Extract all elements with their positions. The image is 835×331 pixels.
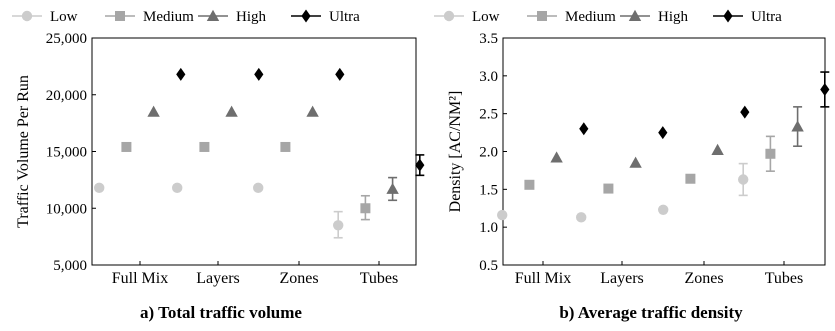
data-point-medium-tubes [360, 203, 371, 214]
x-tick-label: Tubes [360, 270, 399, 287]
data-point-low-layers [172, 182, 183, 194]
y-tick-label: 1.5 [479, 182, 498, 198]
legend-marker-diamond [723, 9, 733, 23]
legend-label: High [236, 9, 267, 25]
legend-marker-triangle [206, 9, 220, 21]
x-tick-label: Full Mix [112, 270, 168, 287]
data-point-ultra-tubes [415, 158, 425, 172]
data-point-high-full-mix [147, 105, 160, 117]
data-point-medium-layers [199, 141, 210, 152]
legend-label: Medium [565, 9, 616, 25]
y-tick-label: 5,000 [53, 258, 87, 274]
data-point-high-zones [306, 105, 319, 117]
x-tick-label: Zones [684, 270, 723, 287]
legend-label: Ultra [329, 9, 360, 25]
data-point-high-full-mix [550, 151, 563, 163]
panel-total-traffic-volume: 5,000 10,000 15,000 20,000 25,000 Full Mix Lay… [12, 9, 425, 322]
data-point-medium-zones [280, 141, 291, 152]
data-point-ultra-tubes [820, 82, 830, 96]
y-tick-label: 10,000 [46, 201, 87, 217]
legend-label: Low [50, 9, 78, 25]
legend-label: Low [472, 9, 500, 25]
data-point-ultra-zones [335, 67, 345, 81]
data-point-medium-full-mix [121, 141, 132, 152]
data-point-low-zones [658, 204, 669, 215]
legend-label: Ultra [751, 9, 782, 25]
x-tick-label: Zones [279, 270, 318, 287]
y-tick-label: 2.5 [479, 107, 498, 123]
panel-average-traffic-density: 0.5 1.0 1.5 2.0 2.5 3.0 3.5 Full Mix Layers Zones… [434, 9, 830, 322]
legend-marker-diamond [301, 9, 311, 23]
data-point-medium-zones [685, 173, 696, 184]
data-point-high-tubes [791, 120, 804, 132]
y-tick-label: 20,000 [46, 88, 87, 104]
legend-marker-circle [443, 10, 455, 22]
data-point-high-layers [629, 156, 642, 168]
data-point-high-tubes [386, 182, 399, 194]
y-axis-label: Density [AC/NM²] [447, 91, 464, 213]
legend-marker-circle [21, 10, 33, 22]
data-point-ultra-layers [254, 67, 264, 81]
data-point-medium-tubes [765, 148, 776, 159]
x-tick-label: Full Mix [515, 270, 571, 287]
y-tick-label: 0.5 [479, 258, 498, 274]
data-point-low-layers [576, 212, 587, 223]
y-axis-label: Traffic Volume Per Run [15, 75, 32, 228]
data-point-ultra-zones [740, 105, 750, 119]
y-tick-label: 25,000 [46, 31, 87, 47]
legend-label: High [658, 9, 689, 25]
x-tick-label: Tubes [765, 270, 804, 287]
x-tick-label: Layers [196, 270, 240, 287]
plot-frame [502, 37, 826, 266]
data-point-low-zones [253, 182, 264, 194]
data-point-low-tubes [738, 174, 749, 185]
data-point-high-zones [711, 143, 724, 155]
legend-label: Medium [143, 9, 194, 25]
y-tick-label: 15,000 [46, 145, 87, 161]
legend-marker-square [115, 11, 125, 21]
y-tick-label: 2.0 [479, 145, 498, 161]
x-tick-label: Layers [600, 270, 644, 287]
data-point-high-layers [225, 105, 238, 117]
data-point-ultra-layers [658, 126, 668, 140]
y-tick-label: 3.5 [479, 31, 498, 47]
panel-caption: b) Average traffic density [559, 303, 743, 322]
data-point-medium-layers [603, 183, 614, 194]
data-point-ultra-full-mix [176, 67, 186, 81]
data-point-low-full-mix [94, 182, 105, 194]
data-point-low-tubes [333, 220, 344, 231]
legend-marker-triangle [628, 9, 642, 21]
data-point-low-full-mix [497, 209, 508, 221]
y-tick-label: 3.0 [479, 69, 498, 85]
data-point-ultra-full-mix [579, 122, 589, 136]
plot-frame [91, 37, 417, 266]
data-point-medium-full-mix [524, 179, 535, 190]
y-tick-label: 1.0 [479, 220, 498, 236]
legend-marker-square [537, 11, 547, 21]
panel-caption: a) Total traffic volume [140, 303, 302, 322]
